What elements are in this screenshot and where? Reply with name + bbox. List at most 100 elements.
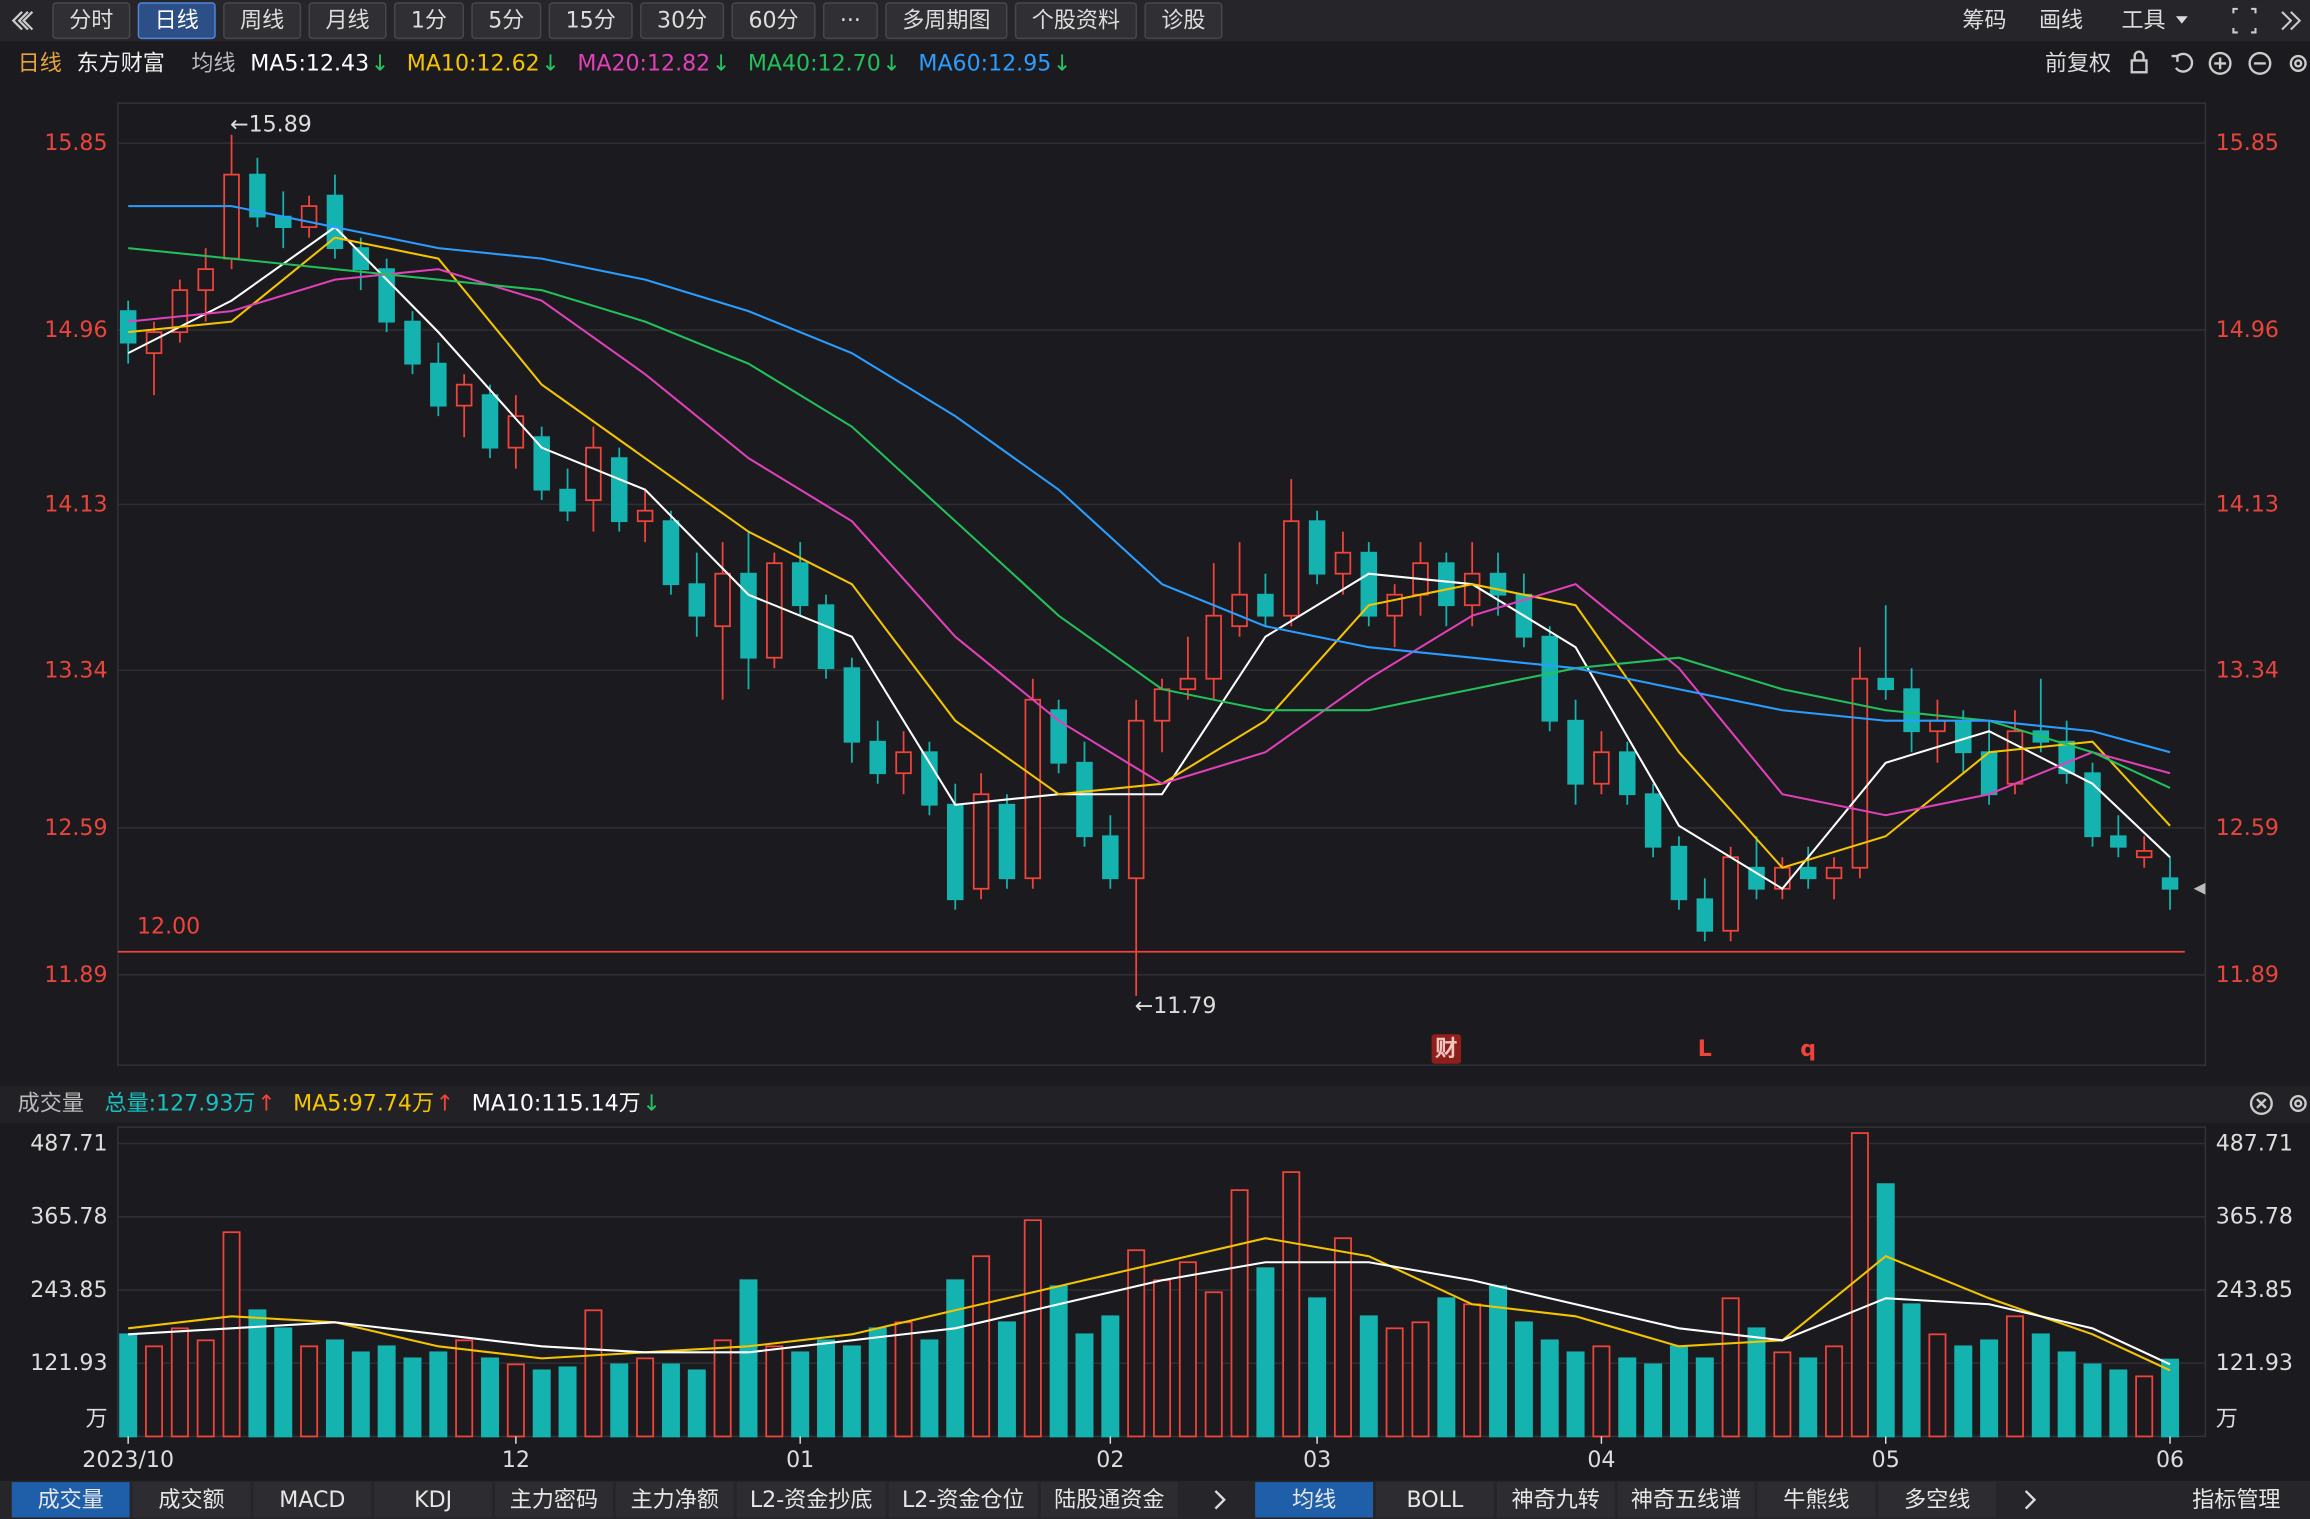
indicator-tab-label[interactable]: KDJ xyxy=(414,1487,452,1513)
indicator-tab[interactable] xyxy=(495,1482,613,1518)
indicator-tab-label[interactable]: 陆股通资金 xyxy=(1054,1487,1164,1513)
indicator-tab-label[interactable]: 多空线 xyxy=(1904,1487,1970,1513)
candle-body xyxy=(352,247,370,271)
toolbar-button[interactable] xyxy=(471,2,542,40)
toolbar-button[interactable] xyxy=(885,2,1008,40)
indicator-tab-label[interactable]: 成交额 xyxy=(158,1487,224,1513)
toolbar-button-label[interactable]: 30分 xyxy=(657,8,707,34)
indicator-tab-label[interactable]: 主力净额 xyxy=(631,1487,719,1513)
indicator-tab[interactable] xyxy=(1375,1482,1494,1518)
indicator-tab[interactable] xyxy=(253,1482,372,1518)
volume-header-icons[interactable] xyxy=(2249,1092,2307,1115)
candle-body xyxy=(1257,593,1274,617)
candle-body xyxy=(2135,850,2153,859)
indicator-tab-label[interactable]: 成交量 xyxy=(38,1487,104,1513)
indicator-tab-label[interactable]: 主力密码 xyxy=(510,1487,598,1513)
adjust-label[interactable]: 前复权 xyxy=(2045,50,2111,76)
toolbar-button-label[interactable]: 分时 xyxy=(69,8,113,34)
indicator-tab[interactable] xyxy=(11,1482,130,1518)
reference-label: 12.00 xyxy=(137,914,200,940)
volume-bar xyxy=(765,1345,784,1438)
indicator-tab-label[interactable]: MACD xyxy=(279,1487,345,1513)
volume-bar xyxy=(1592,1345,1611,1438)
indicator-tab-label[interactable]: L2-资金抄底 xyxy=(750,1487,873,1513)
toolbar-button-label[interactable]: 60分 xyxy=(748,8,798,34)
collapse-icon[interactable] xyxy=(2281,11,2302,31)
volume-bar xyxy=(1695,1357,1714,1438)
toolbar-tool[interactable]: 工具 xyxy=(2121,8,2165,34)
indicator-tab[interactable] xyxy=(1757,1482,1876,1518)
candle-body xyxy=(1334,551,1352,575)
candle-body xyxy=(1153,688,1171,722)
header-icons[interactable] xyxy=(2130,50,2307,75)
toolbar-button[interactable] xyxy=(548,2,633,40)
expand-icon[interactable] xyxy=(2232,7,2257,34)
candle-body xyxy=(688,583,706,617)
indicator-tab[interactable] xyxy=(1878,1482,1997,1518)
indicator-tab[interactable] xyxy=(1496,1482,1615,1518)
indicator-tab[interactable] xyxy=(888,1482,1038,1518)
volume-bar xyxy=(1256,1267,1275,1438)
indicator-tab-label[interactable]: 神奇九转 xyxy=(1512,1487,1600,1513)
indicator-tab[interactable] xyxy=(132,1482,251,1518)
toolbar-button-label[interactable]: 15分 xyxy=(566,8,616,34)
event-label[interactable]: L xyxy=(1698,1036,1712,1062)
toolbar-button[interactable] xyxy=(223,2,302,40)
toolbar-button-label[interactable]: 月线 xyxy=(325,8,369,34)
event-label[interactable]: 财 xyxy=(1435,1036,1457,1062)
tab-arrows[interactable] xyxy=(1214,1490,2037,1510)
toolbar-button-label[interactable]: ··· xyxy=(840,8,861,34)
indicator-tab-label[interactable]: 牛熊线 xyxy=(1783,1487,1849,1513)
candle-body xyxy=(714,572,731,628)
legend-label: ↓ xyxy=(712,50,731,76)
candle-body xyxy=(843,667,861,743)
toolbar-button-label[interactable]: 个股资料 xyxy=(1032,8,1120,34)
indicator-tab-label[interactable]: 均线 xyxy=(1292,1487,1336,1513)
toolbar-button-label[interactable]: 多周期图 xyxy=(902,8,990,34)
volume-bar xyxy=(351,1351,370,1438)
toolbar-button-label[interactable]: 周线 xyxy=(240,8,284,34)
toolbar-button[interactable] xyxy=(137,2,216,40)
toolbar-button-label[interactable]: 诊股 xyxy=(1161,8,1205,34)
ma-line xyxy=(128,205,2171,754)
volume-bar xyxy=(1566,1351,1585,1438)
volume-bar xyxy=(2005,1315,2024,1438)
indicator-tab-label[interactable]: BOLL xyxy=(1407,1487,1464,1513)
indicator-tab-label[interactable]: 神奇五线谱 xyxy=(1631,1487,1741,1513)
legend-label: 成交量 xyxy=(18,1090,84,1116)
toolbar-button[interactable] xyxy=(640,2,725,40)
event-label[interactable]: q xyxy=(1800,1036,1816,1062)
indicator-tab[interactable] xyxy=(374,1482,493,1518)
back-icon[interactable] xyxy=(17,11,29,31)
toolbar-tool[interactable]: 筹码 xyxy=(1962,8,2006,34)
event-badge[interactable] xyxy=(1431,1034,1462,1064)
toolbar-button[interactable] xyxy=(393,2,464,40)
toolbar-button[interactable] xyxy=(308,2,387,40)
toolbar-button[interactable] xyxy=(1144,2,1223,40)
indicator-tab[interactable] xyxy=(615,1482,734,1518)
volume-bar xyxy=(1514,1321,1533,1438)
back-icon[interactable] xyxy=(22,11,34,31)
indicator-tab-label[interactable]: L2-资金仓位 xyxy=(902,1487,1025,1513)
dropdown-caret[interactable] xyxy=(2175,16,2188,24)
toolbar-tool[interactable]: 画线 xyxy=(2039,8,2083,34)
toolbar-button-label[interactable]: 5分 xyxy=(488,8,524,34)
ma-line xyxy=(128,247,2171,789)
toolbar-button-label[interactable]: 日线 xyxy=(155,8,199,34)
toolbar-button-label[interactable]: 1分 xyxy=(411,8,447,34)
candle-body xyxy=(1127,719,1145,880)
back-icon[interactable] xyxy=(11,11,23,31)
toolbar-button[interactable] xyxy=(731,2,816,40)
toolbar-button[interactable] xyxy=(52,2,131,40)
indicator-tab[interactable] xyxy=(1255,1482,1374,1518)
toolbar-button[interactable] xyxy=(1014,2,1138,40)
indicator-tab[interactable] xyxy=(1617,1482,1755,1518)
indicator-tab[interactable] xyxy=(736,1482,886,1518)
indicator-manage[interactable]: 指标管理 xyxy=(2192,1487,2280,1513)
indicator-tab[interactable] xyxy=(1040,1482,1178,1518)
ma-line xyxy=(128,268,2171,817)
candle-body xyxy=(1593,751,1610,785)
volume-bar xyxy=(713,1339,732,1438)
y-tick-label-right: 121.93 xyxy=(2216,1350,2293,1376)
toolbar-button[interactable] xyxy=(822,2,878,40)
